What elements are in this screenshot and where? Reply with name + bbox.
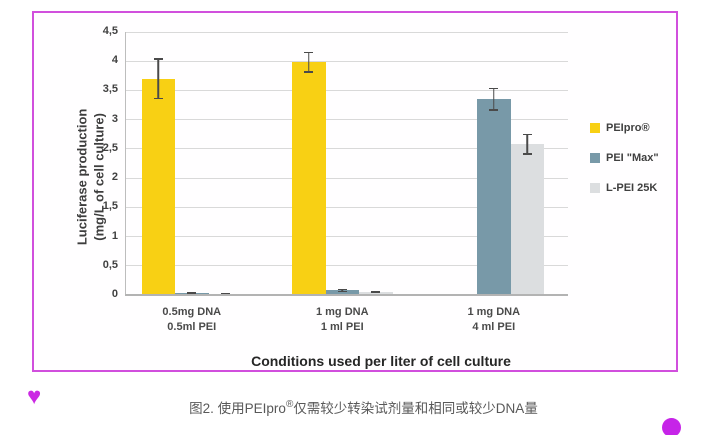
bar-l-pei-25k-group3	[510, 144, 544, 295]
bar-peipro-group1	[141, 78, 175, 295]
caption-suffix: 仅需较少转染试剂量和相同或较少DNA量	[293, 401, 538, 416]
figure-caption: 图2. 使用PEIpro®仅需较少转染试剂量和相同或较少DNA量	[8, 397, 711, 417]
gridline	[125, 177, 568, 179]
x-axis-title: Conditions used per liter of cell cultur…	[251, 353, 511, 369]
caption-prefix: 图2. 使用PEIpro	[189, 401, 286, 416]
x-category-line: 0.5ml PEI	[167, 321, 217, 333]
y-tick-label: 3,5	[102, 83, 118, 96]
bar-l-pei-25k-group2	[359, 292, 393, 295]
legend-label: L-PEI 25K	[606, 182, 658, 194]
x-category-line: 1 mg DNA	[467, 306, 521, 318]
x-category-label: 1 mg DNA 1 ml PEI	[272, 305, 412, 335]
gridline	[125, 119, 568, 121]
bar-pei-max-group3	[477, 99, 511, 295]
legend-label: PEIpro®	[606, 122, 650, 134]
y-tick-label: 0	[111, 288, 118, 300]
x-category-line: 1 ml PEI	[320, 321, 364, 333]
x-category-line: 0.5mg DNA	[162, 306, 222, 318]
bar-pei-max-group2	[325, 290, 359, 295]
gridline	[125, 265, 568, 267]
y-tick-label: 3	[111, 112, 118, 125]
dot-decoration	[662, 418, 681, 435]
bar-peipro-group2	[292, 62, 326, 295]
error-bar	[337, 288, 347, 293]
legend-swatch-icon	[590, 123, 600, 133]
y-tick-label: 1,5	[102, 200, 118, 213]
registered-trademark-icon: ®	[285, 398, 294, 410]
chart-frame: Luciferase production (mg/L of cell cult…	[32, 11, 678, 372]
y-tick-label: 4	[111, 54, 118, 67]
gridline	[125, 31, 568, 33]
x-category-line: 1 mg DNA	[315, 306, 369, 318]
y-tick-label: 2	[111, 171, 118, 184]
error-bar	[304, 51, 314, 73]
legend-item: PEI "Max"	[590, 151, 659, 165]
legend-label: PEI "Max"	[606, 152, 659, 164]
x-axis-line	[125, 294, 568, 296]
x-category-label: 0.5mg DNA 0.5ml PEI	[122, 305, 262, 335]
x-category-label: 1 mg DNA 4 ml PEI	[424, 305, 564, 335]
legend-item: PEIpro®	[590, 121, 650, 135]
legend-swatch-icon	[590, 183, 600, 193]
error-bar	[187, 292, 197, 295]
error-bar	[153, 58, 163, 100]
y-tick-label: 4,5	[102, 25, 118, 37]
gridline	[125, 89, 568, 91]
gridline	[125, 148, 568, 150]
error-bar	[522, 133, 532, 155]
error-bar	[489, 87, 499, 111]
legend-swatch-icon	[590, 153, 600, 163]
x-category-line: 4 ml PEI	[472, 321, 516, 333]
y-tick-label: 0,5	[102, 258, 118, 271]
legend-item: L-PEI 25K	[590, 181, 657, 195]
gridline	[125, 236, 568, 238]
gridline	[125, 60, 568, 62]
y-tick-label: 1	[111, 229, 118, 242]
gridline	[125, 206, 568, 208]
heart-icon: ♥	[27, 383, 42, 410]
y-axis-line	[125, 32, 126, 295]
y-tick-label: 2,5	[102, 141, 118, 154]
error-bar	[371, 290, 381, 294]
